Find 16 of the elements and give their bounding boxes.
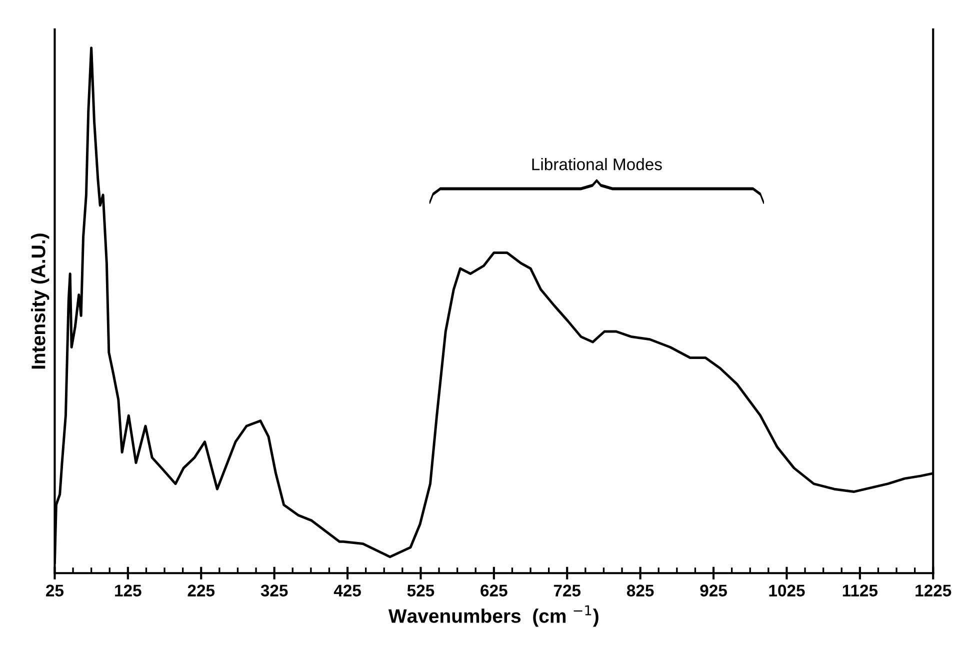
- x-tick-label: 25: [46, 584, 64, 596]
- x-tick-label: 525: [407, 584, 434, 596]
- x-tick-label: 925: [700, 584, 727, 596]
- x-tick-label: 625: [480, 584, 508, 596]
- x-tick-label: 725: [554, 584, 581, 596]
- x-tick-label: 1025: [769, 584, 805, 596]
- x-tick-label: 425: [334, 584, 361, 596]
- x-tick-label: 325: [260, 584, 288, 596]
- x-tick-label: 125: [115, 584, 142, 596]
- x-tick-label: 225: [188, 584, 215, 596]
- x-axis-title: Wavenumbers (cm $^{−1}$): [388, 605, 598, 627]
- annotation: Librational Modes: [532, 158, 662, 170]
- y-axis-title: Intensity (A.U.): [31, 234, 50, 369]
- x-tick-label: 825: [626, 584, 654, 596]
- x-tick-label: 1125: [842, 584, 878, 596]
- x-tick-label: 1225: [916, 584, 952, 596]
